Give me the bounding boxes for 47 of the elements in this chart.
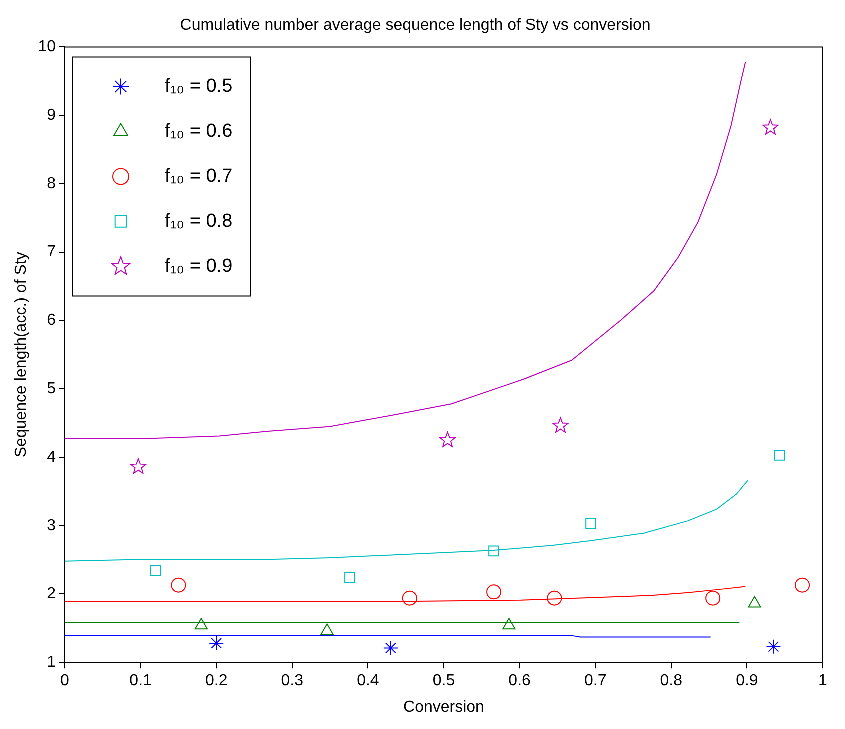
- point: [440, 432, 456, 448]
- y-tick-label: 6: [47, 312, 56, 330]
- x-tick-label: 0.8: [660, 672, 683, 690]
- point: [130, 458, 147, 474]
- y-tick-label: 9: [47, 106, 56, 124]
- point: [547, 590, 562, 606]
- y-tick-label: 3: [47, 517, 56, 534]
- legend-label: f₁₀ = 0.6: [164, 120, 233, 142]
- x-tick-label: 0.2: [205, 672, 228, 690]
- point: [488, 546, 500, 557]
- point: [774, 450, 786, 461]
- point: [150, 566, 162, 576]
- point: [209, 636, 224, 651]
- point: [402, 590, 418, 606]
- x-tick-label: 0.5: [432, 672, 456, 690]
- y-tick-label: 2: [47, 586, 56, 603]
- y-axis-title: Sequence length(acc.) of Sty: [13, 252, 30, 458]
- point: [586, 518, 596, 530]
- y-tick-label: 4: [47, 448, 56, 466]
- point: [344, 572, 356, 584]
- x-tick-label: 0.7: [584, 672, 607, 690]
- y-tick-label: 5: [47, 380, 56, 398]
- chart-title: Cumulative number average sequence length of Sty vs conversion: [180, 17, 651, 34]
- legend-label: f₁₀ = 0.5: [164, 76, 233, 97]
- y-tick-label: 1: [47, 654, 56, 672]
- point: [486, 584, 502, 600]
- x-tick-label: 0.3: [281, 672, 304, 690]
- x-tick-label: 0.6: [508, 672, 532, 690]
- point: [383, 640, 398, 656]
- y-tick-label: 10: [38, 38, 56, 56]
- x-axis-title: Conversion: [404, 698, 484, 716]
- x-tick-label: 0.1: [130, 672, 152, 690]
- point: [552, 418, 569, 433]
- legend-label: f₁₀ = 0.8: [164, 210, 233, 232]
- y-tick-label: 7: [47, 244, 56, 261]
- x-tick-label: 0.9: [736, 672, 758, 690]
- legend-label: f₁₀ = 0.9: [164, 256, 233, 277]
- x-tick-label: 0.4: [357, 672, 380, 690]
- point: [171, 578, 186, 593]
- point: [762, 119, 779, 135]
- point: [766, 639, 782, 654]
- y-tick-label: 8: [47, 175, 56, 192]
- point: [706, 590, 721, 606]
- x-tick-label: 1: [818, 672, 828, 690]
- legend-label: f₁₀ = 0.7: [164, 166, 233, 187]
- x-tick-label: 0: [60, 672, 70, 690]
- point: [795, 578, 810, 593]
